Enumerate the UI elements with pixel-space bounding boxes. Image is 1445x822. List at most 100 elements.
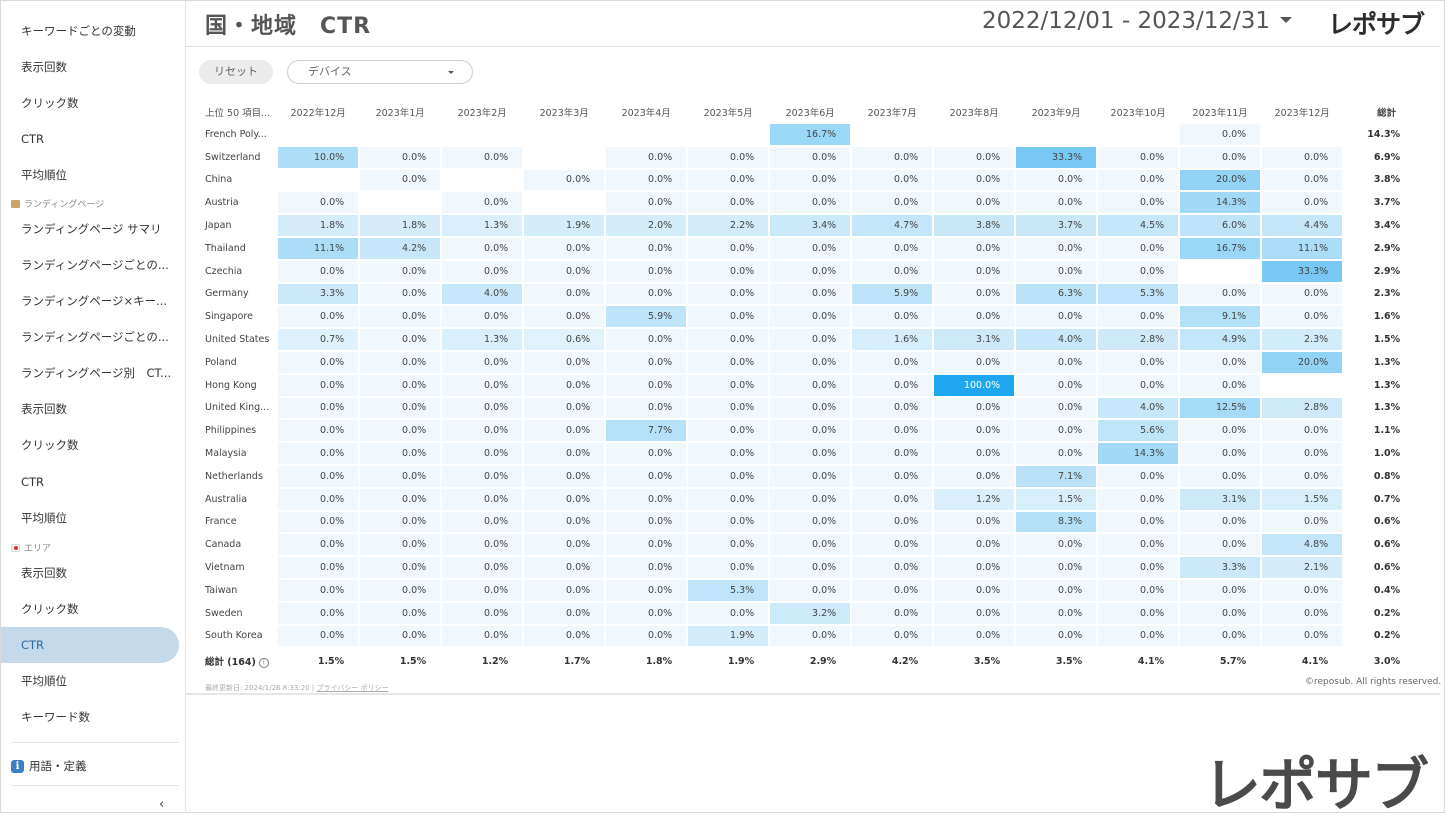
sidebar-item-lp-changes[interactable]: ランディングページごとの...	[21, 258, 169, 272]
table-cell: 0.0%	[606, 602, 687, 624]
table-cell: 5.9%	[606, 306, 687, 328]
table-cell: 0.0%	[442, 374, 523, 396]
sidebar-item-lp-clicks[interactable]: クリック数	[21, 438, 79, 452]
table-cell: 0.0%	[442, 443, 523, 464]
row-label: United King...	[201, 398, 276, 419]
column-header-month[interactable]: 2023年11月	[1192, 108, 1248, 119]
table-cell: 0.0%	[360, 488, 441, 510]
row-label: South Korea	[201, 626, 276, 647]
table-cell: 1.9%	[727, 655, 755, 667]
caret-down-icon[interactable]	[1280, 17, 1292, 23]
sidebar-item-lp-impressions[interactable]: 表示回数	[21, 402, 67, 416]
row-label: Austria	[201, 192, 276, 213]
row-label: Czechia	[201, 261, 276, 282]
table-row: Czechia 0.0% 0.0% 0.0% 0.0% 0.0% 0.0% 0.0% 0.0% 0…	[201, 260, 1402, 282]
table-cell: 3.2%	[770, 602, 851, 624]
table-cell: 0.0%	[688, 534, 769, 556]
date-range-picker[interactable]: 2022/12/01 - 2023/12/31	[982, 8, 1271, 34]
table-cell: 14.3%	[1180, 192, 1261, 214]
sidebar-item-area-ctr[interactable]: CTR	[1, 627, 179, 663]
column-header-month[interactable]: 2023年1月	[375, 108, 425, 119]
table-cell: 3.3%	[278, 283, 359, 305]
table-cell: 5.9%	[852, 283, 933, 305]
column-header-month[interactable]: 2023年10月	[1110, 108, 1166, 119]
sidebar-item-glossary[interactable]: i 用語・定義	[11, 758, 87, 774]
glossary-label: 用語・定義	[29, 759, 87, 773]
column-header-month[interactable]: 2023年4月	[621, 108, 671, 119]
sidebar-item-lp-ctr-2[interactable]: CTR	[21, 475, 45, 489]
sidebar-item-area-avg-position[interactable]: 平均順位	[21, 674, 67, 688]
table-cell: 0.0%	[1098, 237, 1179, 259]
table-cell: 0.0%	[852, 511, 933, 533]
table-cell: 4.4%	[1262, 215, 1343, 236]
sidebar-item-lp-keyword[interactable]: ランディングページ×キー...	[21, 294, 168, 308]
sidebar-item-clicks[interactable]: クリック数	[21, 96, 79, 110]
sidebar-item-area-keyword-count[interactable]: キーワード数	[21, 710, 90, 724]
column-header-month[interactable]: 2023年12月	[1274, 108, 1330, 119]
row-label: China	[201, 170, 276, 191]
table-cell	[606, 124, 686, 145]
row-label: French Poly...	[201, 124, 276, 145]
table-cell: 0.0%	[934, 306, 1015, 328]
section-label: エリア	[24, 544, 52, 554]
column-header-month[interactable]: 2023年9月	[1031, 108, 1081, 119]
column-header-month[interactable]: 2023年8月	[949, 108, 999, 119]
table-row: Switzerland 10.0% 0.0% 0.0% 0.0% 0.0% 0.0% 0.0%…	[201, 146, 1402, 168]
table-cell: 0.0%	[1016, 306, 1097, 328]
table-cell: 4.0%	[442, 283, 523, 305]
table-cell: 0.0%	[770, 397, 851, 419]
table-cell: 3.1%	[934, 329, 1015, 350]
column-header-dimension[interactable]: 上位 50 項目...	[205, 108, 271, 119]
reset-button[interactable]: リセット	[199, 60, 273, 84]
sidebar-item-ctr[interactable]: CTR	[21, 132, 45, 146]
sidebar-item-area-clicks[interactable]: クリック数	[21, 602, 79, 616]
info-icon[interactable]: i	[258, 658, 269, 669]
column-header-month[interactable]: 2023年3月	[539, 108, 589, 119]
table-row: Netherlands 0.0% 0.0% 0.0% 0.0% 0.0% 0.0% 0.0% 0…	[201, 465, 1402, 487]
table-cell: 0.0%	[360, 260, 441, 282]
table-row: United States 0.7% 0.0% 1.3% 0.6% 0.0% 0.0% 0.0…	[201, 329, 1402, 350]
table-cell: 0.0%	[1262, 625, 1343, 647]
row-total: 3.4%	[1373, 220, 1401, 232]
table-cell: 0.0%	[688, 237, 769, 259]
sidebar-item-keyword-changes[interactable]: キーワードごとの変動	[21, 24, 136, 38]
table-cell: 8.3%	[1016, 511, 1097, 533]
table-cell: 0.0%	[852, 237, 933, 259]
row-label: 総計 (164) i	[201, 648, 276, 674]
row-total: 6.9%	[1373, 151, 1401, 163]
column-header-month[interactable]: 2023年6月	[785, 108, 835, 119]
column-header-total[interactable]: 総計	[1377, 108, 1397, 119]
table-cell: 0.0%	[852, 351, 933, 373]
table-cell: 0.0%	[606, 329, 687, 350]
chevron-left-icon[interactable]: ‹	[159, 797, 165, 812]
privacy-policy-link[interactable]: プライバシー ポリシー	[316, 684, 389, 692]
row-label: Poland	[201, 352, 276, 373]
table-cell: 0.0%	[1098, 260, 1179, 282]
table-cell: 1.9%	[524, 215, 605, 236]
table-cell: 0.0%	[606, 397, 687, 419]
column-header-month[interactable]: 2023年5月	[703, 108, 753, 119]
table-cell: 0.0%	[934, 397, 1015, 419]
row-total: 3.8%	[1373, 174, 1401, 186]
sidebar-item-lp-avg-position[interactable]: 平均順位	[21, 511, 67, 525]
table-cell: 0.0%	[524, 283, 605, 305]
sidebar-item-lp-ctr[interactable]: ランディングページ別 CT...	[21, 366, 172, 380]
table-cell: 0.0%	[1262, 146, 1343, 168]
table-cell: 0.0%	[688, 260, 769, 282]
sidebar-item-avg-position[interactable]: 平均順位	[21, 168, 67, 182]
row-label: United States	[201, 329, 276, 350]
sidebar-item-area-impressions[interactable]: 表示回数	[21, 566, 67, 580]
row-label-text: Hong Kong	[205, 379, 257, 391]
device-select[interactable]: デバイス	[287, 60, 473, 84]
sidebar-item-lp-changes-2[interactable]: ランディングページごとの...	[21, 330, 169, 344]
table-cell: 0.0%	[934, 237, 1015, 259]
table-cell: 2.2%	[688, 215, 769, 236]
table-cell: 0.0%	[524, 625, 605, 647]
column-header-month[interactable]: 2023年7月	[867, 108, 917, 119]
sidebar-item-impressions[interactable]: 表示回数	[21, 60, 67, 74]
sidebar-item-lp-summary[interactable]: ランディングページ サマリ	[21, 222, 162, 236]
column-header-month[interactable]: 2022年12月	[290, 108, 346, 119]
table-cell: 0.0%	[1016, 534, 1097, 556]
column-header-month[interactable]: 2023年2月	[457, 108, 507, 119]
table-cell: 33.3%	[1016, 146, 1097, 168]
